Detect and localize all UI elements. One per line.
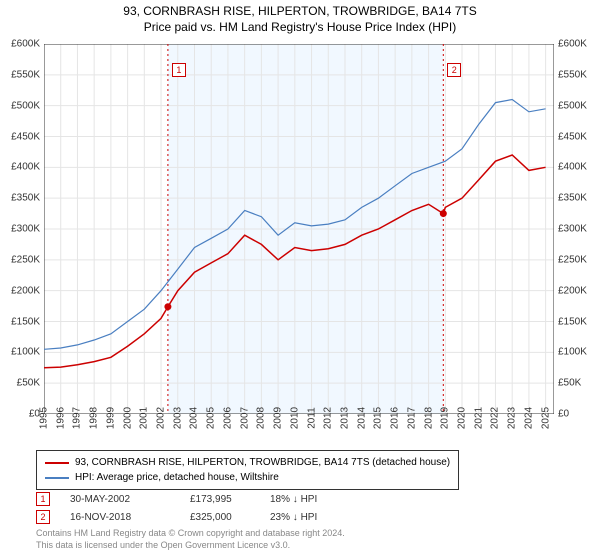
x-tick-label: 2007 (239, 407, 250, 429)
x-tick-label: 1997 (72, 407, 83, 429)
legend-label: 93, CORNBRASH RISE, HILPERTON, TROWBRIDG… (75, 455, 450, 470)
x-tick-label: 2025 (540, 407, 551, 429)
y-tick-label: £300K (11, 224, 40, 235)
chart-container: 93, CORNBRASH RISE, HILPERTON, TROWBRIDG… (0, 0, 600, 560)
title-address: 93, CORNBRASH RISE, HILPERTON, TROWBRIDG… (0, 4, 600, 20)
y-tick-label: £450K (11, 131, 40, 142)
transaction-date: 16-NOV-2018 (70, 512, 190, 523)
x-tick-label: 2014 (356, 407, 367, 429)
credits-line1: Contains HM Land Registry data © Crown c… (36, 528, 345, 540)
x-tick-label: 2004 (189, 407, 200, 429)
legend-label: HPI: Average price, detached house, Wilt… (75, 470, 279, 485)
transaction-price: £325,000 (190, 512, 270, 523)
y-tick-label: £600K (11, 39, 40, 50)
y-tick-label: £400K (11, 162, 40, 173)
x-tick-label: 2009 (273, 407, 284, 429)
x-tick-label: 2000 (122, 407, 133, 429)
chart-area: £0£50K£100K£150K£200K£250K£300K£350K£400… (44, 44, 554, 414)
transactions-table: 1 30-MAY-2002£173,99518% ↓ HPI 2 16-NOV-201… (36, 490, 370, 526)
y-tick-label: £500K (558, 100, 587, 111)
chart-svg (44, 44, 554, 414)
x-tick-label: 1998 (89, 407, 100, 429)
y-tick-label: £100K (11, 347, 40, 358)
transaction-marker: 2 (36, 510, 50, 524)
sale-marker-box: 2 (447, 63, 461, 77)
x-tick-label: 2016 (390, 407, 401, 429)
y-tick-label: £100K (558, 347, 587, 358)
legend-swatch (45, 477, 69, 479)
x-tick-label: 2020 (457, 407, 468, 429)
x-tick-label: 2005 (206, 407, 217, 429)
y-tick-label: £300K (558, 224, 587, 235)
transaction-diff: 23% ↓ HPI (270, 512, 370, 523)
x-tick-label: 2019 (440, 407, 451, 429)
y-tick-label: £150K (11, 316, 40, 327)
x-tick-label: 2013 (339, 407, 350, 429)
y-tick-label: £600K (558, 39, 587, 50)
x-tick-label: 1999 (105, 407, 116, 429)
y-tick-label: £250K (558, 254, 587, 265)
transaction-marker: 1 (36, 492, 50, 506)
y-tick-label: £550K (558, 69, 587, 80)
legend-item: 93, CORNBRASH RISE, HILPERTON, TROWBRIDG… (45, 455, 450, 470)
x-tick-label: 2008 (256, 407, 267, 429)
legend-swatch (45, 462, 69, 464)
x-tick-label: 2022 (490, 407, 501, 429)
transaction-row: 1 30-MAY-2002£173,99518% ↓ HPI (36, 490, 370, 508)
y-tick-label: £150K (558, 316, 587, 327)
x-tick-label: 2023 (507, 407, 518, 429)
x-tick-label: 2002 (156, 407, 167, 429)
x-tick-label: 2001 (139, 407, 150, 429)
title-block: 93, CORNBRASH RISE, HILPERTON, TROWBRIDG… (0, 0, 600, 35)
x-tick-label: 1995 (39, 407, 50, 429)
transaction-row: 2 16-NOV-2018£325,00023% ↓ HPI (36, 508, 370, 526)
credits: Contains HM Land Registry data © Crown c… (36, 528, 345, 551)
x-tick-label: 2018 (423, 407, 434, 429)
credits-line2: This data is licensed under the Open Gov… (36, 540, 345, 552)
y-tick-label: £200K (558, 285, 587, 296)
y-tick-label: £50K (558, 378, 581, 389)
x-tick-label: 2012 (323, 407, 334, 429)
x-tick-label: 2017 (406, 407, 417, 429)
title-subtitle: Price paid vs. HM Land Registry's House … (0, 20, 600, 36)
sale-marker-box: 1 (172, 63, 186, 77)
x-tick-label: 2006 (222, 407, 233, 429)
legend: 93, CORNBRASH RISE, HILPERTON, TROWBRIDG… (36, 450, 459, 490)
y-tick-label: £50K (17, 378, 40, 389)
y-tick-label: £350K (11, 193, 40, 204)
x-tick-label: 2021 (473, 407, 484, 429)
legend-item: HPI: Average price, detached house, Wilt… (45, 470, 450, 485)
x-tick-label: 2003 (172, 407, 183, 429)
transaction-price: £173,995 (190, 494, 270, 505)
y-tick-label: £550K (11, 69, 40, 80)
y-tick-label: £250K (11, 254, 40, 265)
transaction-diff: 18% ↓ HPI (270, 494, 370, 505)
y-tick-label: £0 (558, 409, 569, 420)
x-tick-label: 2010 (289, 407, 300, 429)
transaction-date: 30-MAY-2002 (70, 494, 190, 505)
y-tick-label: £500K (11, 100, 40, 111)
x-tick-label: 2011 (306, 407, 317, 429)
x-tick-label: 1996 (55, 407, 66, 429)
y-tick-label: £350K (558, 193, 587, 204)
y-tick-label: £400K (558, 162, 587, 173)
x-tick-label: 2024 (523, 407, 534, 429)
y-tick-label: £450K (558, 131, 587, 142)
x-tick-label: 2015 (373, 407, 384, 429)
y-tick-label: £200K (11, 285, 40, 296)
